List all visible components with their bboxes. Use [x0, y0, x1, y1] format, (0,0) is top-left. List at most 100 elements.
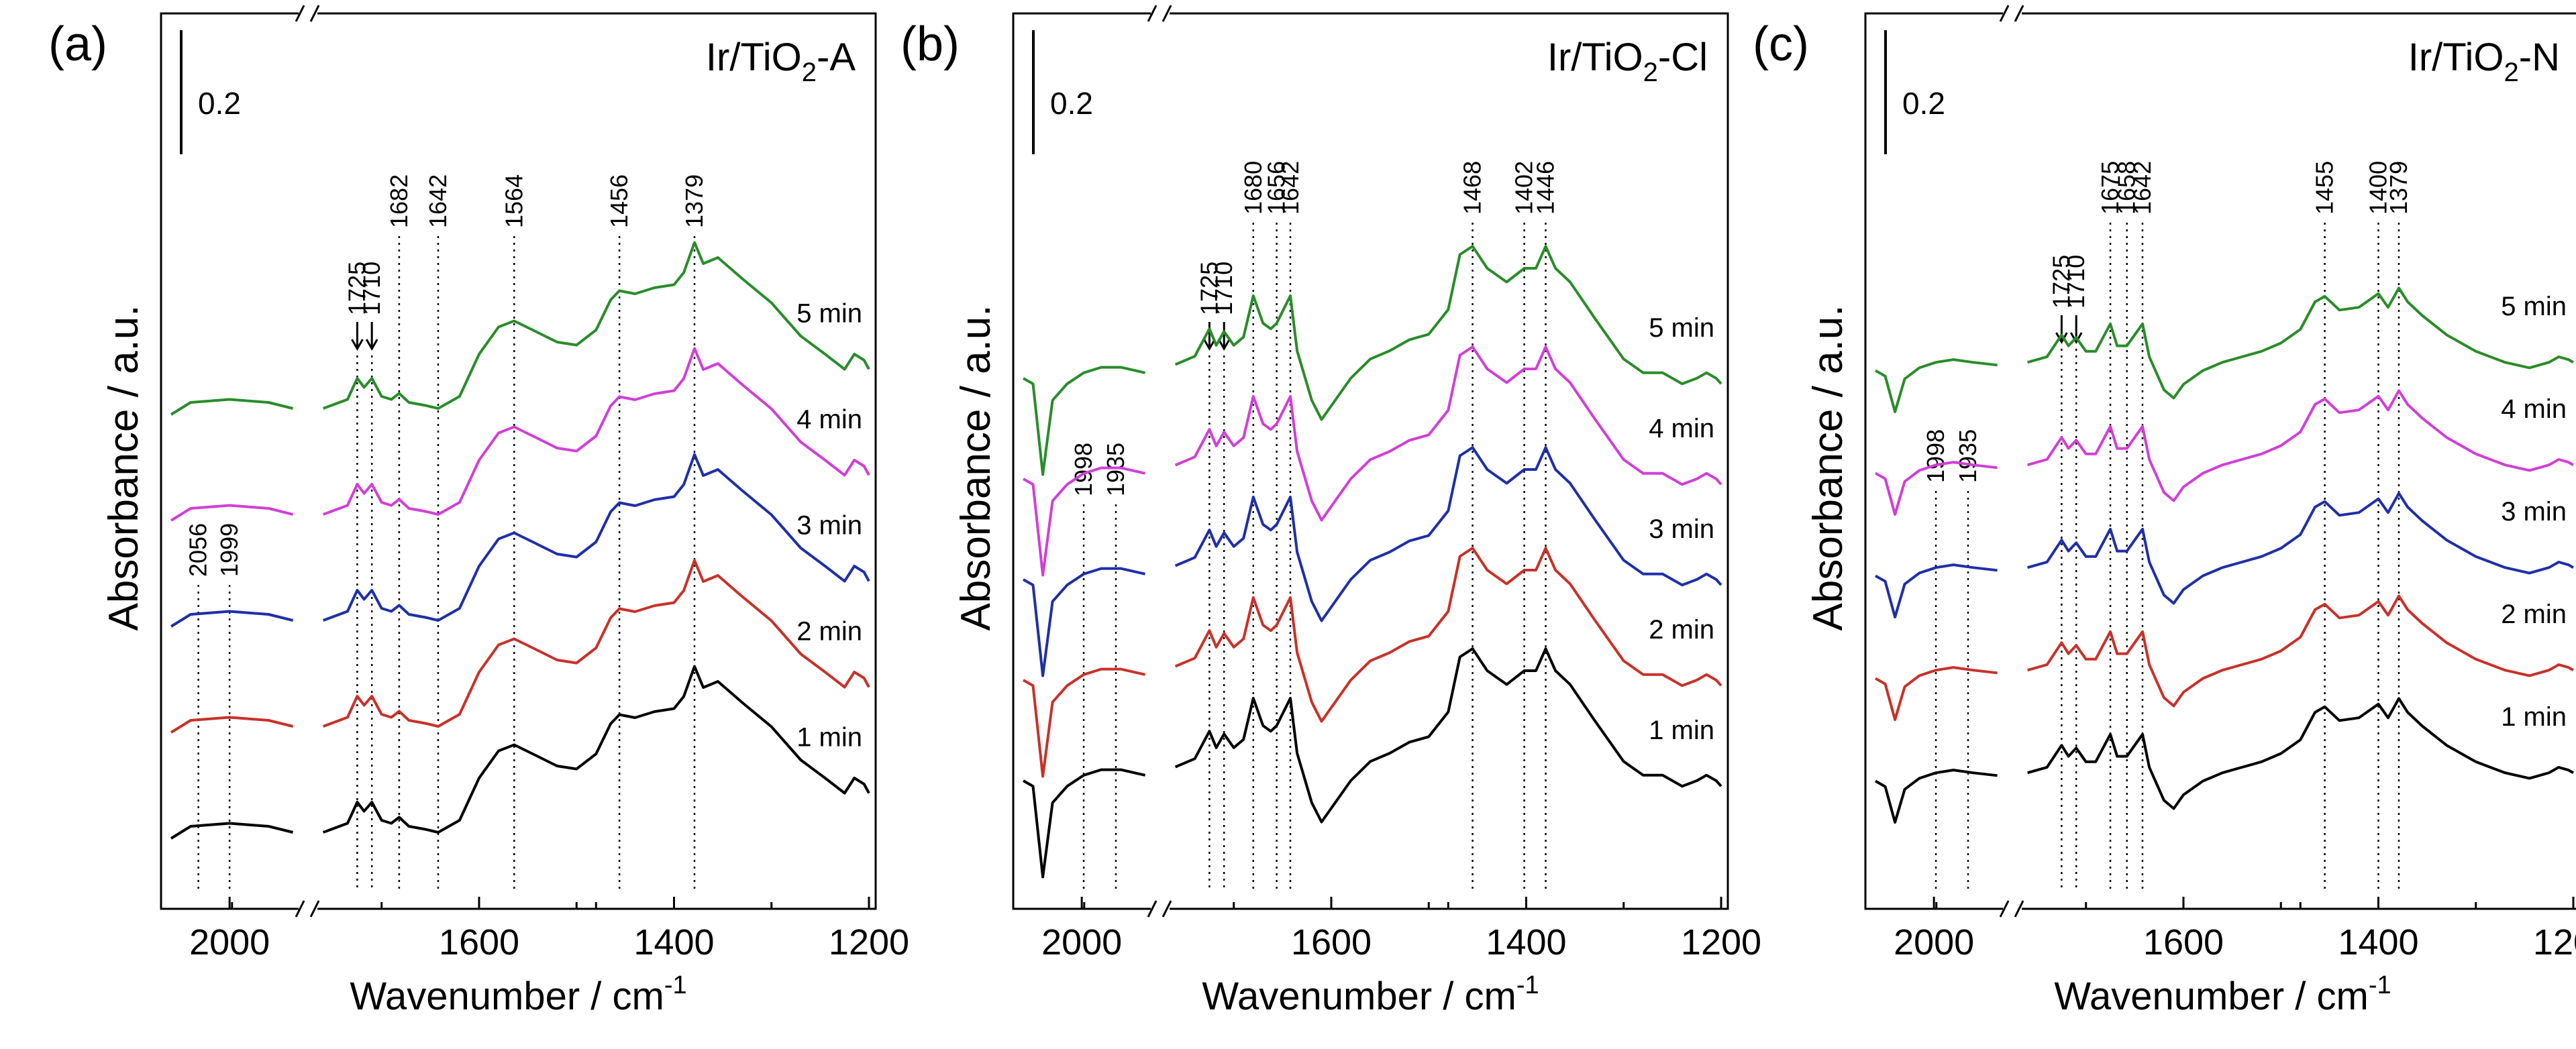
peak-label: 1935	[1954, 429, 1981, 483]
spectrum-2-min-left	[1875, 666, 1998, 721]
peak-label: 1710	[2062, 255, 2090, 309]
x-tick-label: 1600	[2143, 922, 2224, 962]
peak-label: 1379	[2385, 161, 2412, 215]
x-axis-label: Wavenumber / cm-1	[2054, 971, 2391, 1018]
spectrum-1-min-right	[2027, 697, 2574, 810]
peak-label: 1710	[1210, 262, 1237, 315]
x-tick-label: 2000	[1894, 922, 1974, 962]
spectrum-1-min-left	[170, 822, 294, 840]
peak-arrow	[1203, 322, 1216, 351]
spectrum-4-min-right	[1174, 345, 1722, 522]
spectrum-2-min-left	[1023, 667, 1146, 778]
spectrum-4-min-right	[322, 347, 870, 516]
plot-frame	[160, 12, 877, 910]
peak-label: 1675	[2096, 161, 2124, 215]
plot-frame	[1012, 12, 1729, 910]
series-label: 1 min	[796, 723, 862, 753]
peak-label: 1658	[2113, 161, 2141, 215]
peak-label: 1710	[358, 262, 385, 315]
scale-bar-label: 0.2	[198, 86, 241, 121]
y-axis-label: Absorbance / a.u.	[1805, 305, 1851, 631]
spectrum-3-min-left	[170, 610, 294, 628]
scale-bar-label: 0.2	[1902, 86, 1945, 121]
panel-letter: (b)	[900, 17, 960, 71]
axis-break-mark-bottom	[295, 900, 320, 918]
panel-2: 2000 1600 1400 1200 Wavenumber / cm-1 Absorba…	[900, 5, 1761, 1018]
peak-label: 1455	[2311, 161, 2338, 215]
series-label: 4 min	[2501, 394, 2567, 424]
spectrum-4-min-left	[1875, 461, 1998, 516]
peak-arrow	[351, 322, 364, 351]
peak-label: 1642	[424, 174, 452, 228]
spectrum-2-min-right	[322, 559, 870, 728]
sample-label: Ir/TiO2-N	[2408, 36, 2560, 87]
axis-break-mark-bottom	[1147, 900, 1172, 918]
y-axis-label: Absorbance / a.u.	[101, 305, 147, 631]
spectrum-1-min-left	[1023, 768, 1146, 879]
spectrum-1-min-right	[322, 665, 870, 834]
series-label: 2 min	[2501, 600, 2567, 629]
series-label: 3 min	[2501, 497, 2567, 527]
series-label: 5 min	[796, 299, 862, 329]
peak-label: 2056	[185, 523, 212, 577]
peak-label: 1402	[1510, 161, 1538, 215]
peak-label: 1725	[1195, 262, 1223, 315]
peak-label: 1725	[2047, 255, 2075, 309]
spectrum-3-min-right	[322, 453, 870, 622]
peak-label: 1725	[343, 262, 370, 315]
panel-3: 2000 1600 1400 1200 Wavenumber / cm-1 Absorba…	[1753, 5, 2576, 1018]
panel-letter: (a)	[48, 17, 107, 71]
peak-label: 1999	[215, 523, 243, 577]
spectrum-3-min-left	[1023, 567, 1146, 677]
series-label: 3 min	[796, 511, 862, 541]
x-tick-label: 1200	[829, 922, 909, 962]
spectrum-1-min-right	[1174, 647, 1722, 824]
spectrum-5-min-left	[170, 398, 294, 416]
panel-1: 2000 1600 1400 1200 Wavenumber / cm-1 Absorba…	[48, 5, 909, 1018]
x-tick-label: 1400	[2338, 922, 2418, 962]
panel-letter: (c)	[1753, 17, 1809, 71]
axis-break-mark-bottom	[1999, 900, 2024, 918]
series-label: 5 min	[2501, 292, 2567, 321]
y-axis-label: Absorbance / a.u.	[953, 305, 999, 631]
axis-break-mark-top	[1147, 5, 1172, 22]
peak-label: 1468	[1459, 161, 1486, 215]
series-label: 2 min	[1649, 615, 1714, 645]
x-tick-label: 1400	[633, 922, 714, 962]
spectrum-1-min-left	[1875, 769, 1998, 824]
x-tick-label: 1400	[1486, 922, 1566, 962]
peak-label: 1682	[385, 174, 413, 228]
spectrum-5-min-right	[2027, 286, 2574, 400]
series-label: 2 min	[796, 617, 862, 647]
peak-label: 1379	[680, 174, 708, 228]
series-label: 5 min	[1649, 313, 1714, 343]
peak-label: 1998	[1922, 429, 1949, 483]
spectrum-2-min-right	[1174, 547, 1722, 723]
peak-label: 1564	[500, 174, 527, 228]
series-label: 3 min	[1649, 514, 1714, 544]
peak-label: 1642	[1276, 161, 1304, 215]
plot-frame	[1864, 12, 2576, 910]
scale-bar-label: 0.2	[1050, 86, 1093, 121]
series-label: 1 min	[2501, 702, 2567, 732]
peak-label: 1456	[605, 174, 633, 228]
x-tick-label: 1200	[1681, 922, 1761, 962]
peak-label: 1446	[1532, 161, 1559, 215]
spectrum-3-min-right	[1174, 446, 1722, 622]
x-tick-label: 1600	[1291, 922, 1372, 962]
spectrum-5-min-right	[1174, 245, 1722, 421]
spectrum-4-min-right	[2027, 389, 2574, 502]
x-tick-label: 2000	[189, 922, 270, 962]
peak-label: 1400	[2364, 161, 2391, 215]
x-axis-label: Wavenumber / cm-1	[350, 971, 686, 1018]
spectrum-5-min-right	[322, 241, 870, 410]
sample-label: Ir/TiO2-A	[706, 36, 856, 87]
peak-label: 1680	[1239, 161, 1267, 215]
series-label: 4 min	[1649, 414, 1714, 443]
peak-label: 1656	[1263, 161, 1290, 215]
spectrum-5-min-left	[1875, 358, 1998, 413]
spectrum-2-min-right	[2027, 594, 2574, 708]
spectrum-4-min-left	[1023, 466, 1146, 577]
x-tick-label: 2000	[1041, 922, 1122, 962]
